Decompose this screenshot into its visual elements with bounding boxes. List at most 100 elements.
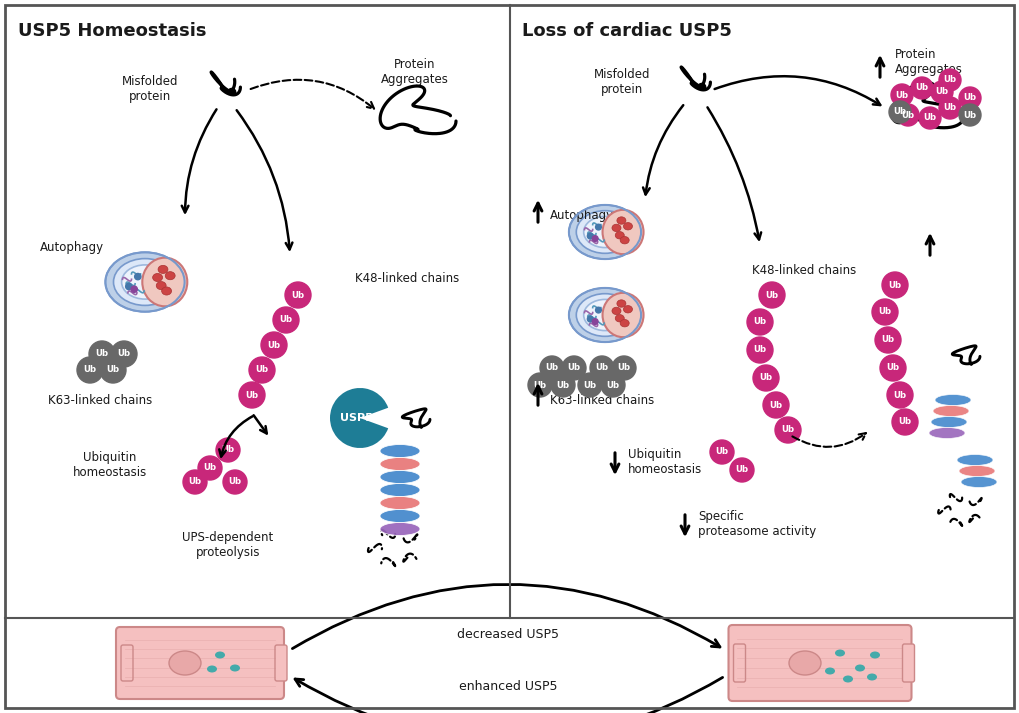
Text: Ub: Ub bbox=[753, 317, 766, 327]
Text: Ub: Ub bbox=[923, 113, 936, 123]
Circle shape bbox=[135, 274, 141, 279]
Ellipse shape bbox=[156, 282, 166, 289]
Text: Ub: Ub bbox=[595, 364, 608, 372]
Text: Ub: Ub bbox=[106, 366, 119, 374]
Ellipse shape bbox=[961, 476, 997, 488]
Text: Ubiquitin
homeostasis: Ubiquitin homeostasis bbox=[628, 448, 702, 476]
Ellipse shape bbox=[380, 444, 420, 458]
Ellipse shape bbox=[121, 265, 168, 299]
Text: decreased USP5: decreased USP5 bbox=[457, 627, 559, 640]
Text: Ub: Ub bbox=[963, 111, 976, 120]
Circle shape bbox=[710, 440, 734, 464]
Text: Ub: Ub bbox=[944, 103, 957, 113]
Ellipse shape bbox=[577, 210, 634, 253]
Circle shape bbox=[223, 470, 247, 494]
Ellipse shape bbox=[380, 496, 420, 510]
Text: Ub: Ub bbox=[84, 366, 97, 374]
FancyBboxPatch shape bbox=[121, 645, 133, 681]
Ellipse shape bbox=[825, 667, 835, 674]
Ellipse shape bbox=[380, 483, 420, 496]
Text: Ub: Ub bbox=[899, 418, 912, 426]
Circle shape bbox=[587, 233, 593, 239]
Circle shape bbox=[595, 224, 601, 230]
Ellipse shape bbox=[957, 454, 993, 466]
Text: Ub: Ub bbox=[618, 364, 631, 372]
Circle shape bbox=[730, 458, 754, 482]
Ellipse shape bbox=[230, 665, 240, 672]
Text: Ub: Ub bbox=[228, 478, 242, 486]
Text: Ub: Ub bbox=[256, 366, 269, 374]
Text: UPS-dependent
proteolysis: UPS-dependent proteolysis bbox=[182, 531, 274, 559]
Circle shape bbox=[872, 299, 898, 325]
Text: Ub: Ub bbox=[556, 381, 570, 389]
FancyBboxPatch shape bbox=[903, 644, 914, 682]
Ellipse shape bbox=[789, 651, 821, 675]
Circle shape bbox=[753, 365, 779, 391]
Text: Ub: Ub bbox=[606, 381, 620, 389]
Ellipse shape bbox=[959, 466, 995, 476]
Text: Ub: Ub bbox=[246, 391, 259, 399]
Text: Autophagy: Autophagy bbox=[40, 242, 104, 255]
Text: Ub: Ub bbox=[753, 346, 766, 354]
Ellipse shape bbox=[621, 237, 629, 244]
Circle shape bbox=[931, 81, 953, 103]
Ellipse shape bbox=[143, 257, 187, 307]
Circle shape bbox=[562, 356, 586, 380]
Text: Ub: Ub bbox=[894, 108, 907, 116]
FancyBboxPatch shape bbox=[729, 625, 912, 701]
Text: Ub: Ub bbox=[267, 341, 280, 349]
Circle shape bbox=[612, 356, 636, 380]
Text: Ub: Ub bbox=[96, 349, 109, 359]
Ellipse shape bbox=[933, 406, 969, 416]
Circle shape bbox=[592, 319, 598, 324]
Text: Ub: Ub bbox=[715, 448, 729, 456]
Text: Ub: Ub bbox=[533, 381, 546, 389]
Circle shape bbox=[551, 373, 575, 397]
Text: Protein
Aggregates: Protein Aggregates bbox=[895, 48, 963, 76]
Circle shape bbox=[897, 104, 919, 126]
Text: Ub: Ub bbox=[221, 446, 234, 454]
Text: Ub: Ub bbox=[878, 307, 892, 317]
Ellipse shape bbox=[602, 293, 644, 337]
Circle shape bbox=[759, 282, 785, 308]
Ellipse shape bbox=[929, 428, 965, 438]
Text: Ub: Ub bbox=[204, 463, 217, 473]
Ellipse shape bbox=[584, 217, 627, 247]
Circle shape bbox=[285, 282, 311, 308]
Text: Ub: Ub bbox=[887, 364, 900, 372]
Text: Ub: Ub bbox=[117, 349, 130, 359]
Circle shape bbox=[592, 236, 598, 242]
Circle shape bbox=[239, 382, 265, 408]
Circle shape bbox=[601, 373, 625, 397]
Text: Ub: Ub bbox=[896, 91, 909, 100]
Ellipse shape bbox=[113, 259, 176, 305]
Circle shape bbox=[249, 357, 275, 383]
Ellipse shape bbox=[602, 210, 644, 254]
Text: Ubiquitin
homeostasis: Ubiquitin homeostasis bbox=[73, 451, 147, 479]
Text: Ub: Ub bbox=[935, 88, 949, 96]
Ellipse shape bbox=[870, 652, 880, 659]
Circle shape bbox=[882, 272, 908, 298]
Circle shape bbox=[587, 317, 593, 322]
Circle shape bbox=[959, 104, 981, 126]
Ellipse shape bbox=[158, 265, 168, 274]
Text: Specific
proteasome activity: Specific proteasome activity bbox=[698, 510, 816, 538]
Text: Ub: Ub bbox=[889, 280, 902, 289]
Ellipse shape bbox=[935, 394, 971, 406]
Text: Ub: Ub bbox=[736, 466, 749, 474]
Ellipse shape bbox=[931, 416, 967, 428]
Circle shape bbox=[938, 69, 961, 91]
Circle shape bbox=[889, 101, 911, 123]
Ellipse shape bbox=[624, 306, 633, 313]
Ellipse shape bbox=[215, 652, 225, 659]
Ellipse shape bbox=[380, 523, 420, 535]
Text: Ub: Ub bbox=[963, 93, 976, 103]
Circle shape bbox=[89, 341, 115, 367]
Circle shape bbox=[183, 470, 207, 494]
Text: Ub: Ub bbox=[189, 478, 202, 486]
Ellipse shape bbox=[612, 307, 621, 314]
Ellipse shape bbox=[615, 314, 625, 322]
Ellipse shape bbox=[855, 665, 865, 672]
Circle shape bbox=[875, 327, 901, 353]
Text: Ub: Ub bbox=[881, 336, 895, 344]
